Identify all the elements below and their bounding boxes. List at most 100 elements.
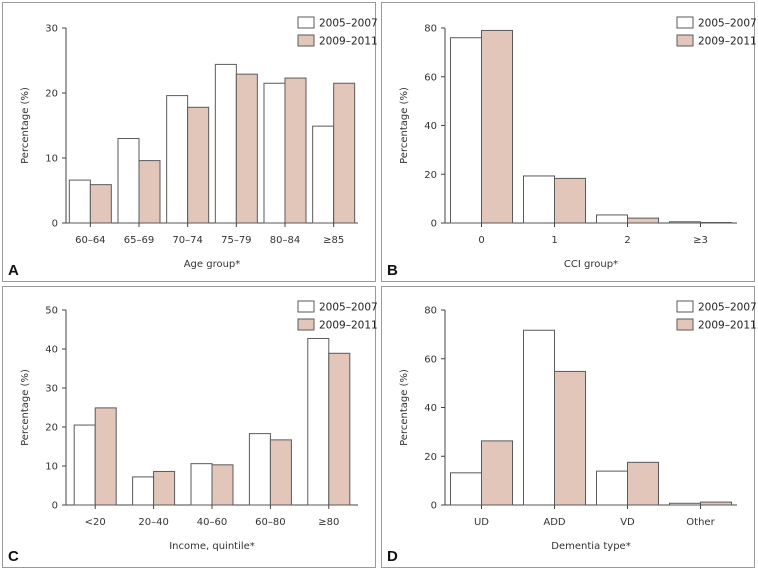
y-tick-label: 20 [424, 170, 437, 181]
bar-series1-1 [523, 329, 555, 506]
chart-b: 0 20 40 60 80 Percentage (%) 0 1 2 ≥3 CCI group* 20… [399, 16, 756, 270]
bar-series1-3 [248, 433, 271, 506]
bar-series2-3 [700, 501, 732, 506]
panel-label-b: B [387, 262, 398, 279]
y-tick-label: 10 [45, 462, 58, 473]
y-tick-label: 30 [45, 384, 58, 395]
y-tick-label: 60 [424, 354, 437, 365]
x-tick-label: 20–40 [138, 517, 168, 528]
bar-series2-0 [481, 29, 513, 224]
bar-series2-2 [627, 461, 659, 506]
legend-label-1: 2005–2007 [698, 302, 756, 314]
y-tick-label: 0 [431, 219, 437, 230]
y-axis-label: Percentage (%) [20, 87, 31, 164]
x-tick-label: Other [686, 517, 715, 528]
legend-swatch-1 [297, 16, 315, 29]
bar-series2-1 [554, 177, 586, 224]
x-tick-label: 80–84 [270, 235, 300, 246]
bar-series2-1 [153, 470, 176, 506]
x-tick-label: 1 [551, 235, 557, 246]
bar-series2-2 [627, 217, 659, 224]
x-tick-label: ≥3 [693, 235, 708, 246]
panel-d: 0 20 40 60 80 Percentage (%) UD ADD VD Other Demen… [381, 286, 756, 568]
y-tick-label: 0 [431, 501, 437, 512]
y-tick-label: 40 [45, 345, 58, 356]
x-tick-label: 60–64 [75, 235, 105, 246]
y-axis-label: Percentage (%) [399, 87, 410, 164]
legend-label-1: 2005–2007 [319, 302, 377, 314]
bar-series1-1 [523, 175, 555, 224]
y-tick-label: 10 [45, 154, 58, 165]
legend-swatch-1 [676, 300, 694, 313]
panel-label-d: D [387, 548, 398, 565]
panel-b: 0 20 40 60 80 Percentage (%) 0 1 2 ≥3 CCI group* 20… [381, 2, 756, 282]
x-tick-label: <20 [85, 517, 106, 528]
legend-label-1: 2005–2007 [698, 18, 756, 30]
bar-series2-4 [328, 352, 351, 506]
bar-series2-1 [138, 160, 161, 224]
bar-series1-3 [214, 63, 237, 224]
y-axis-label: Percentage (%) [399, 369, 410, 446]
bar-series1-5 [312, 125, 335, 224]
y-tick-label: 40 [424, 403, 437, 414]
y-tick-label: 80 [424, 24, 437, 35]
bar-series2-1 [554, 370, 586, 506]
x-tick-label: ≥80 [318, 517, 339, 528]
bar-series1-3 [669, 502, 701, 506]
legend-label-1: 2005–2007 [319, 18, 377, 30]
legend-swatch-2 [676, 318, 694, 331]
x-tick-label: 70–74 [172, 235, 202, 246]
bar-series2-3 [700, 222, 732, 224]
panel-c: 0 10 20 30 40 50 Percentage (%) <20 20–40 40–60 60… [2, 286, 377, 568]
x-tick-label: VD [620, 517, 635, 528]
legend-swatch-2 [297, 34, 315, 47]
panel-label-c: C [8, 548, 19, 565]
bar-series1-0 [450, 472, 482, 506]
bar-series2-2 [211, 464, 234, 506]
bar-series1-2 [596, 214, 628, 224]
x-axis-label: Age group* [184, 259, 241, 270]
x-axis-label: CCI group* [564, 259, 618, 270]
x-tick-label: 40–60 [197, 517, 227, 528]
y-tick-label: 60 [424, 72, 437, 83]
legend-label-2: 2009–2011 [319, 320, 377, 332]
legend-swatch-1 [297, 300, 315, 313]
y-tick-label: 20 [45, 89, 58, 100]
panel-label-a: A [8, 262, 19, 279]
y-tick-label: 40 [424, 121, 437, 132]
x-axis-label: Dementia type* [551, 541, 630, 552]
y-tick-label: 20 [424, 452, 437, 463]
legend-label-2: 2009–2011 [698, 36, 756, 48]
y-axis-label: Percentage (%) [20, 369, 31, 446]
panel-a: 0 10 20 30 Percentage (%) 60–64 65–69 70–74 75–7… [2, 2, 377, 282]
x-tick-label: 2 [624, 235, 630, 246]
y-tick-label: 80 [424, 306, 437, 317]
bar-series2-0 [89, 184, 112, 224]
bar-series2-2 [187, 106, 210, 224]
y-tick-label: 0 [52, 501, 58, 512]
x-tick-label: 65–69 [124, 235, 154, 246]
bar-series2-3 [235, 73, 258, 224]
bar-series2-0 [94, 407, 117, 506]
y-tick-label: 50 [45, 306, 58, 317]
bar-series1-1 [132, 476, 155, 506]
x-tick-label: ADD [543, 517, 566, 528]
x-tick-label: 60–80 [255, 517, 285, 528]
bar-series1-1 [117, 138, 140, 224]
legend-swatch-1 [676, 16, 694, 29]
x-tick-label: 0 [478, 235, 484, 246]
y-tick-label: 30 [45, 24, 58, 35]
y-tick-label: 0 [52, 219, 58, 230]
bar-series1-2 [166, 95, 189, 224]
x-axis-label: Income, quintile* [169, 541, 255, 552]
x-tick-label: ≥85 [323, 235, 344, 246]
legend-label-2: 2009–2011 [698, 320, 756, 332]
bar-series1-2 [190, 463, 213, 506]
bar-series1-0 [73, 424, 96, 506]
bar-series1-0 [68, 179, 91, 224]
bar-series2-5 [333, 82, 356, 224]
bar-series1-4 [307, 337, 330, 506]
legend-label-2: 2009–2011 [319, 36, 377, 48]
bar-series1-2 [596, 470, 628, 506]
chart-d: 0 20 40 60 80 Percentage (%) UD ADD VD Other Demen… [399, 300, 756, 552]
